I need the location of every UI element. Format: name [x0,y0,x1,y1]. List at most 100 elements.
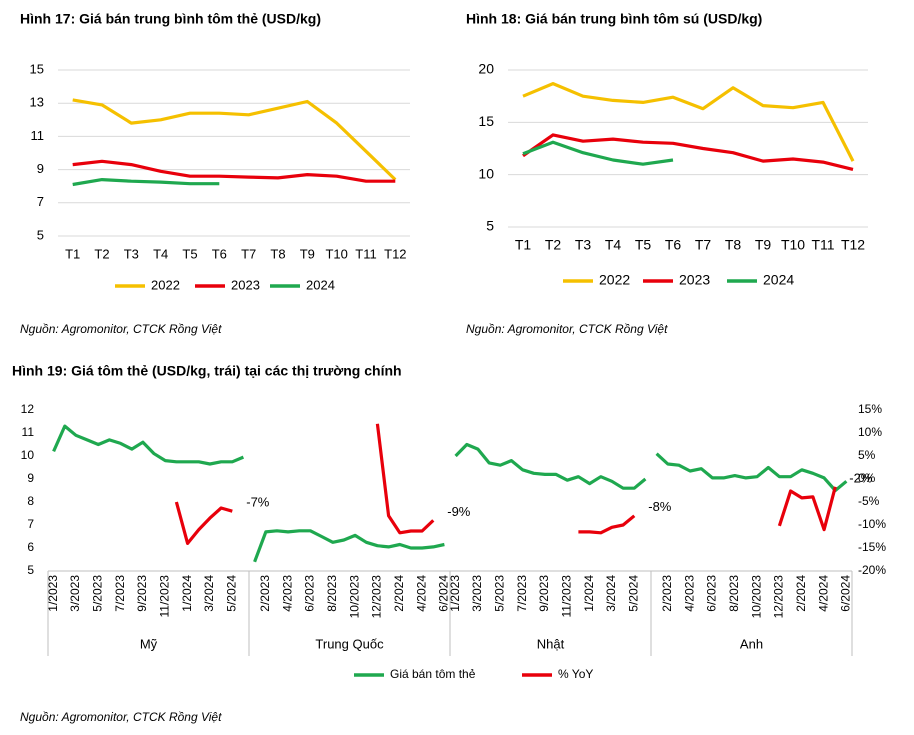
chart-title: Hình 19: Giá tôm thẻ (USD/kg, trái) tại … [12,363,402,379]
x-tick-label: 12/2023 [370,575,384,619]
x-tick-label: 5/2024 [626,575,640,612]
chart-title: Hình 18: Giá bán trung bình tôm sú (USD/… [466,11,762,27]
source: Nguồn: Agromonitor, CTCK Rồng Việt [466,322,668,336]
x-tick-label: T4 [153,246,168,261]
x-tick-label: 5/2023 [492,575,506,612]
x-tick-label: T11 [355,246,376,261]
y2-tick-label: 5% [858,448,876,462]
source: Nguồn: Agromonitor, CTCK Rồng Việt [20,710,222,724]
x-tick-label: 3/2024 [202,575,216,612]
x-tick-label: T2 [545,237,562,253]
legend-label: 2023 [679,272,710,288]
y-tick-label: 20 [478,61,494,77]
series-line [72,159,396,183]
y2-tick-label: -10% [858,517,886,531]
legend-label: 2022 [151,277,180,292]
y2-tick-label: -5% [858,494,880,508]
series-line [72,98,397,181]
x-tick-label: 6/2023 [303,575,317,612]
x-tick-label: 11/2023 [157,575,171,618]
x-tick-label: 6/2024 [839,575,853,612]
x-tick-label: 2/2023 [660,575,674,612]
chart-title: Hình 17: Giá bán trung bình tôm thẻ (USD… [20,11,321,27]
x-tick-label: 6/2023 [705,575,719,612]
x-tick-label: 1/2024 [582,575,596,612]
x-tick-label: T8 [270,246,285,261]
x-tick-label: T6 [212,246,227,261]
y-tick-label: 7 [27,517,34,531]
series-line [522,133,854,171]
source: Nguồn: Agromonitor, CTCK Rồng Việt [20,322,222,336]
annotation: -2% [849,470,873,485]
annotation: -8% [648,499,672,514]
x-tick-label: 9/2023 [135,575,149,612]
y-tick-label: 9 [37,161,44,176]
y-tick-label: 5 [27,563,34,577]
series-line [522,82,855,162]
x-tick-label: 1/2023 [46,575,60,612]
x-tick-label: T9 [755,237,772,253]
legend-label: Giá bán tôm thẻ [390,667,476,681]
x-tick-label: 2/2024 [392,575,406,612]
annotation: -7% [246,495,270,510]
x-tick-label: T1 [515,237,532,253]
x-tick-label: T12 [384,246,406,261]
y-tick-label: 12 [21,402,35,416]
y-tick-label: 10 [478,165,494,181]
x-tick-label: 12/2023 [772,575,786,619]
y2-tick-label: -20% [858,563,886,577]
x-tick-label: 3/2023 [470,575,484,612]
x-tick-label: 2/2023 [258,575,272,612]
y-tick-label: 5 [486,218,494,234]
x-tick-label: 11/2023 [559,575,573,618]
x-tick-label: T10 [325,246,347,261]
x-tick-label: 7/2023 [113,575,127,612]
y2-tick-label: 10% [858,425,882,439]
y-tick-label: 11 [31,128,45,143]
x-tick-label: T2 [94,246,109,261]
y-tick-label: 15 [30,61,44,76]
x-tick-label: T4 [605,237,622,253]
x-tick-label: 1/2023 [448,575,462,612]
x-tick-label: T5 [635,237,652,253]
y-tick-label: 15 [478,113,494,129]
x-tick-label: 7/2023 [515,575,529,612]
x-tick-label: 4/2024 [816,575,830,612]
group-label: Trung Quốc [315,636,384,651]
x-tick-label: T10 [781,237,805,253]
x-tick-label: 5/2024 [224,575,238,612]
y-tick-label: 10 [21,448,35,462]
x-tick-label: 3/2024 [604,575,618,612]
x-tick-label: 3/2023 [68,575,82,612]
y-tick-label: 5 [37,227,44,242]
series-line [174,423,837,545]
x-tick-label: 1/2024 [180,575,194,612]
legend-label: 2022 [599,272,630,288]
x-tick-label: 5/2023 [90,575,104,612]
y2-tick-label: -15% [858,540,886,554]
x-tick-label: T11 [811,237,834,253]
series-line [72,178,220,187]
y-tick-label: 11 [22,425,35,439]
x-tick-label: T6 [665,237,682,253]
y-tick-label: 13 [30,95,44,110]
y-tick-label: 6 [27,540,34,554]
x-tick-label: T5 [182,246,197,261]
group-label: Nhật [537,636,565,651]
legend-label: 2023 [231,277,260,292]
x-tick-label: 9/2023 [537,575,551,612]
x-tick-label: 8/2023 [727,575,741,612]
x-tick-label: T3 [575,237,592,253]
x-tick-label: T7 [241,246,256,261]
x-tick-label: T1 [65,246,80,261]
annotation: -9% [447,504,471,519]
y2-tick-label: 0% [858,471,876,485]
group-label: Anh [740,636,763,651]
series-line [522,140,674,166]
x-tick-label: 10/2023 [347,575,361,619]
x-tick-label: T8 [725,237,742,253]
x-tick-label: 2/2024 [794,575,808,612]
y-tick-label: 9 [27,471,34,485]
group-label: Mỹ [140,636,158,651]
